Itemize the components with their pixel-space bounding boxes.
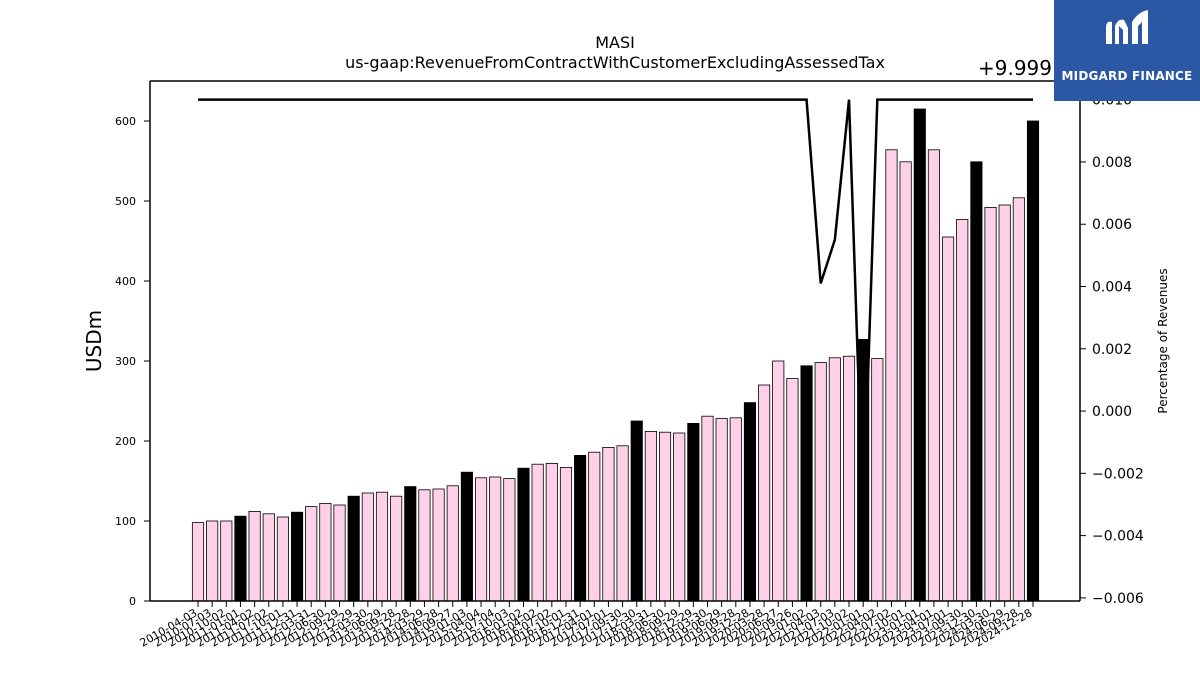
quarterly-bar bbox=[262, 513, 275, 602]
quarterly-bar bbox=[276, 516, 289, 602]
y2-tick-label: 0.004 bbox=[1092, 280, 1132, 296]
percentage-line-series bbox=[198, 98, 1033, 521]
annual-bar bbox=[743, 402, 757, 602]
annual-bar bbox=[1026, 120, 1040, 602]
annual-bar bbox=[347, 495, 360, 602]
quarterly-bar bbox=[644, 430, 657, 602]
y-tick-label: 400 bbox=[115, 275, 136, 288]
quarterly-bar bbox=[305, 506, 318, 602]
quarterly-bar bbox=[998, 204, 1011, 602]
quarterly-bar bbox=[432, 488, 445, 602]
quarterly-bar bbox=[333, 504, 346, 602]
y-tick-label: 0 bbox=[129, 595, 136, 608]
quarterly-bar bbox=[729, 417, 742, 602]
quarterly-bar bbox=[588, 451, 601, 602]
quarterly-bar bbox=[375, 491, 389, 602]
quarterly-bar bbox=[361, 492, 374, 602]
y2-tick-label: −0.006 bbox=[1092, 591, 1144, 607]
quarterly-bar bbox=[956, 218, 969, 602]
brand-logo: MIDGARD FINANCE bbox=[1054, 0, 1200, 101]
annual-bar bbox=[687, 422, 700, 602]
quarterly-bar bbox=[489, 476, 502, 602]
annual-bar bbox=[574, 454, 587, 602]
quarterly-bar bbox=[220, 520, 233, 602]
annual-bar bbox=[970, 161, 983, 602]
quarterly-bar bbox=[899, 161, 912, 602]
y2-tick-label: −0.004 bbox=[1092, 529, 1144, 545]
y-tick-label: 500 bbox=[115, 195, 136, 208]
y2-offset-label: +9.999 bbox=[978, 56, 1052, 80]
y-tick-label: 100 bbox=[115, 515, 136, 528]
quarterly-bar bbox=[1012, 197, 1025, 602]
y2-tick-label: −0.002 bbox=[1092, 466, 1144, 482]
annual-bar bbox=[460, 471, 473, 602]
quarterly-bar bbox=[772, 360, 785, 602]
quarterly-bar bbox=[814, 362, 827, 602]
quarterly-bar bbox=[786, 378, 799, 602]
annual-bar bbox=[517, 467, 530, 602]
annual-bar bbox=[404, 486, 417, 602]
y2-tick-label: 0.000 bbox=[1092, 404, 1132, 420]
quarterly-bar bbox=[418, 489, 431, 602]
quarterly-bar bbox=[942, 236, 955, 602]
chart-subtitle: us-gaap:RevenueFromContractWithCustomerE… bbox=[345, 53, 885, 72]
bar-series bbox=[191, 108, 1040, 602]
quarterly-bar bbox=[616, 445, 629, 602]
annual-bar bbox=[234, 515, 247, 602]
y2-tick-label: 0.008 bbox=[1092, 155, 1132, 171]
y-tick-label: 200 bbox=[115, 435, 136, 448]
quarterly-bar bbox=[503, 478, 516, 602]
quarterly-bar bbox=[191, 522, 205, 602]
quarterly-bar bbox=[927, 149, 940, 602]
quarterly-bar bbox=[319, 502, 332, 602]
quarterly-bar bbox=[984, 206, 997, 602]
quarterly-bar bbox=[842, 355, 856, 602]
quarterly-bar bbox=[658, 431, 672, 602]
y-axis-label: USDm bbox=[82, 310, 106, 372]
annual-bar bbox=[291, 511, 304, 602]
quarterly-bar bbox=[828, 357, 841, 602]
y2-tick-label: 0.002 bbox=[1092, 342, 1132, 358]
chart-title: MASI bbox=[595, 33, 635, 52]
quarterly-bar bbox=[545, 462, 558, 602]
y-tick-label: 300 bbox=[115, 355, 136, 368]
annual-bar bbox=[913, 108, 926, 602]
quarterly-bar bbox=[390, 495, 403, 602]
quarterly-bar bbox=[673, 432, 686, 602]
quarterly-bar bbox=[871, 358, 884, 602]
annual-bar bbox=[630, 420, 643, 602]
quarterly-bar bbox=[885, 149, 898, 602]
quarterly-bar bbox=[531, 463, 544, 602]
quarterly-bar bbox=[715, 418, 728, 602]
brand-name: MIDGARD FINANCE bbox=[1061, 69, 1193, 83]
y2-axis-label: Percentage of Revenues bbox=[1156, 268, 1170, 413]
quarterly-bar bbox=[446, 485, 459, 602]
percentage-line bbox=[198, 98, 1033, 521]
annual-bar bbox=[800, 365, 813, 602]
quarterly-bar bbox=[559, 466, 573, 602]
quarterly-bar bbox=[758, 384, 771, 602]
quarterly-bar bbox=[701, 415, 714, 602]
midgard-m-logo-icon bbox=[1106, 10, 1148, 44]
quarterly-bar bbox=[248, 510, 261, 602]
quarterly-bar bbox=[474, 477, 488, 602]
quarterly-bar bbox=[206, 520, 219, 602]
y2-tick-label: 0.006 bbox=[1092, 217, 1132, 233]
y-tick-label: 600 bbox=[115, 115, 136, 128]
quarterly-bar bbox=[602, 446, 615, 602]
